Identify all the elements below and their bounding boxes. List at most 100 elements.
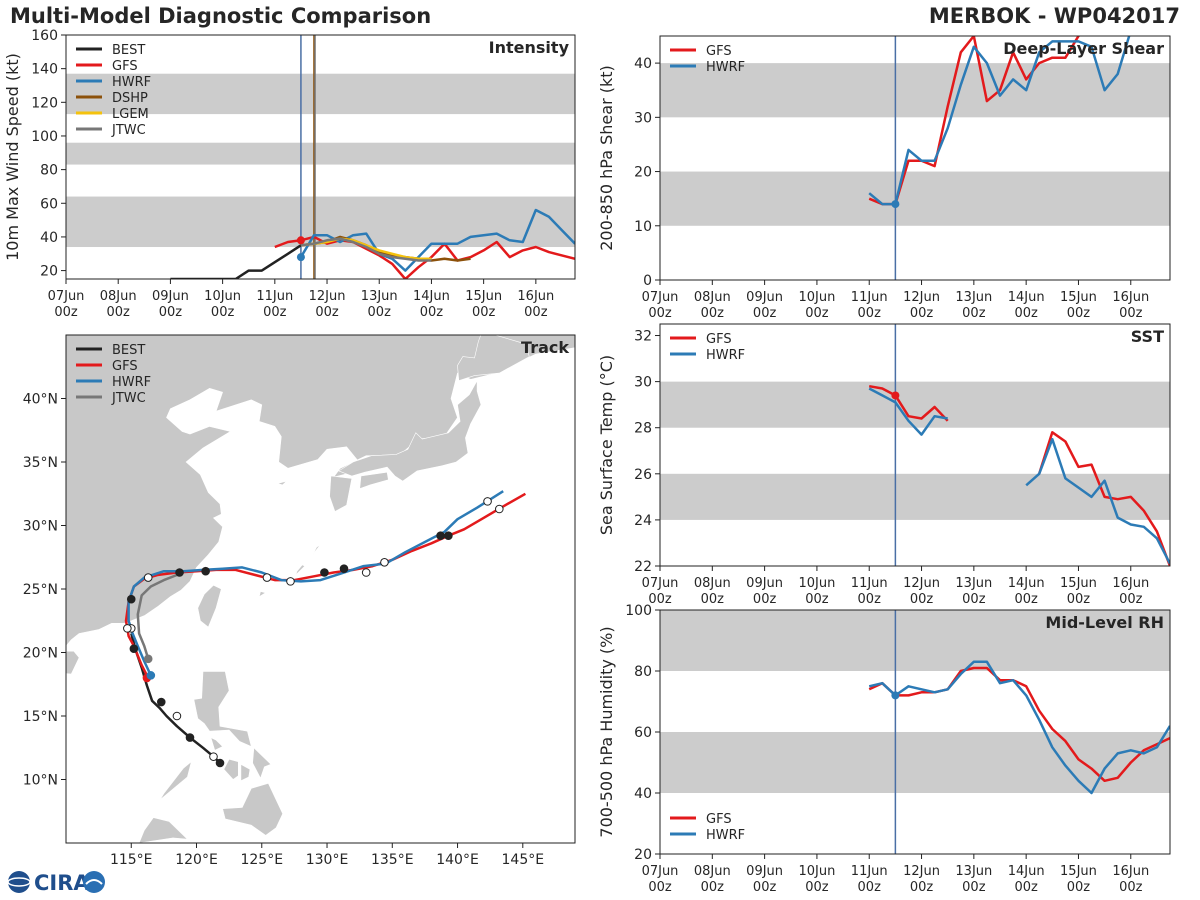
lon-tick-label: 145°E: [502, 852, 545, 868]
legend-label: GFS: [706, 332, 732, 347]
shaded-band: [66, 196, 575, 248]
x-tick-label-date: 11Jun: [851, 576, 888, 591]
x-tick-label-date: 16Jun: [1112, 576, 1149, 591]
track-map: 115°E 120°E 125°E 130°E 135°E 140°E 145°E 10°N 1…: [23, 334, 576, 868]
legend-label: LGEM: [112, 107, 149, 122]
x-tick-label-hour: 00z: [1067, 306, 1091, 321]
taiwan: [197, 584, 222, 628]
logo-text: CIRA: [34, 871, 90, 895]
series-line-hwrf: [868, 36, 1131, 206]
x-tick-label-hour: 00z: [858, 592, 882, 607]
x-tick-label-date: 12Jun: [309, 289, 346, 304]
plot-frame: [65, 34, 576, 280]
lon-tick-label: 135°E: [371, 852, 414, 868]
current-marker-gfs: [891, 391, 900, 400]
x-tick-label-date: 12Jun: [903, 576, 940, 591]
y-tick-label: 24: [634, 513, 652, 529]
track-point: [380, 558, 389, 567]
x-tick-label-date: 07Jun: [48, 289, 85, 304]
chart-title: Multi-Model Diagnostic Comparison: [10, 4, 432, 28]
x-tick-label-hour: 00z: [910, 592, 934, 607]
y-axis-label: 700-500 hPa Humidity (%): [600, 626, 616, 837]
track-point: [262, 573, 272, 582]
panel-title: Track: [521, 338, 569, 357]
series-line-gfs: [868, 36, 1081, 206]
x-tick-label-date: 14Jun: [1008, 864, 1045, 879]
x-tick-label-hour: 00z: [107, 305, 131, 320]
plot-frame: [659, 35, 1171, 281]
x-tick-label-date: 13Jun: [955, 290, 992, 305]
x-tick-label-date: 15Jun: [465, 289, 502, 304]
sst-chart: 22242628303207Jun00z08Jun00z09Jun00z10Ju…: [600, 323, 1171, 607]
x-tick-label-date: 09Jun: [746, 576, 783, 591]
legend-label: HWRF: [112, 375, 151, 390]
x-tick-label-date: 08Jun: [694, 576, 731, 591]
amami: [312, 544, 321, 555]
x-tick-label-date: 16Jun: [1112, 864, 1149, 879]
honshu: [338, 379, 482, 482]
lat-tick-label: 15°N: [23, 709, 58, 725]
x-tick-label-hour: 00z: [753, 592, 777, 607]
samar-leyte: [252, 747, 272, 779]
y-tick-label: 22: [634, 559, 652, 575]
mainland-asia: [66, 335, 575, 843]
x-tick-label-hour: 00z: [1014, 306, 1038, 321]
y-tick-label: 40: [40, 230, 58, 246]
x-tick-label-date: 09Jun: [746, 290, 783, 305]
x-tick-label-date: 14Jun: [1008, 576, 1045, 591]
y-tick-label: 30: [634, 110, 652, 126]
track-point: [123, 624, 132, 633]
x-tick-label-hour: 00z: [858, 880, 882, 895]
x-tick-label-hour: 00z: [420, 305, 444, 320]
x-tick-label-date: 16Jun: [517, 289, 554, 304]
x-tick-label-date: 11Jun: [256, 289, 293, 304]
legend-label: HWRF: [706, 348, 745, 363]
x-tick-label-hour: 00z: [648, 592, 672, 607]
shaded-band: [66, 73, 575, 115]
borneo-north: [138, 817, 189, 843]
x-tick-label-hour: 00z: [54, 305, 78, 320]
track-point: [436, 531, 445, 540]
x-tick-label-hour: 00z: [805, 592, 829, 607]
y-axis-label: Sea Surface Temp (°C): [600, 355, 616, 535]
x-tick-label-date: 13Jun: [955, 576, 992, 591]
x-tick-label-hour: 00z: [1067, 592, 1091, 607]
y-tick-label: 40: [634, 56, 652, 72]
current-marker-hwrf: [891, 691, 900, 700]
x-tick-label-date: 08Jun: [694, 290, 731, 305]
y-tick-label: 32: [634, 329, 652, 345]
track-point: [146, 671, 156, 680]
y-tick-label: 140: [31, 62, 58, 78]
rh-chart: 2040608010007Jun00z08Jun00z09Jun00z10Jun…: [600, 603, 1171, 895]
y-tick-label: 0: [643, 273, 652, 289]
series-line-gfs: [1038, 431, 1170, 566]
legend-label: BEST: [112, 43, 145, 58]
y-tick-label: 100: [31, 129, 58, 145]
current-marker-hwrf: [296, 253, 305, 262]
x-tick-label-hour: 00z: [910, 880, 934, 895]
jeju: [276, 480, 288, 486]
current-marker-gfs: [296, 236, 305, 245]
cebu: [240, 763, 251, 782]
legend-label: GFS: [706, 812, 732, 827]
hokkaido: [457, 335, 530, 382]
series-line-hwrf: [868, 660, 1170, 795]
kyushu: [329, 475, 353, 512]
lat-tick-label: 30°N: [23, 519, 58, 535]
mindoro: [210, 737, 224, 751]
intensity-chart: 2040608010012014016007Jun00z08Jun00z09Ju…: [3, 28, 576, 320]
y-tick-label: 40: [634, 786, 652, 802]
y-tick-label: 120: [31, 95, 58, 111]
map-area: [66, 335, 575, 843]
x-tick-label-date: 10Jun: [798, 290, 835, 305]
x-tick-label-date: 07Jun: [642, 290, 679, 305]
y-axis-label: 200-850 hPa Shear (kt): [600, 65, 616, 251]
shaded-band: [660, 381, 1170, 428]
panay-negros: [223, 758, 239, 780]
x-tick-label-hour: 00z: [648, 880, 672, 895]
x-tick-label-date: 12Jun: [903, 864, 940, 879]
track-point: [361, 568, 371, 577]
legend-label: JTWC: [111, 123, 146, 138]
track-point: [172, 711, 182, 721]
x-tick-label-hour: 00z: [263, 305, 287, 320]
